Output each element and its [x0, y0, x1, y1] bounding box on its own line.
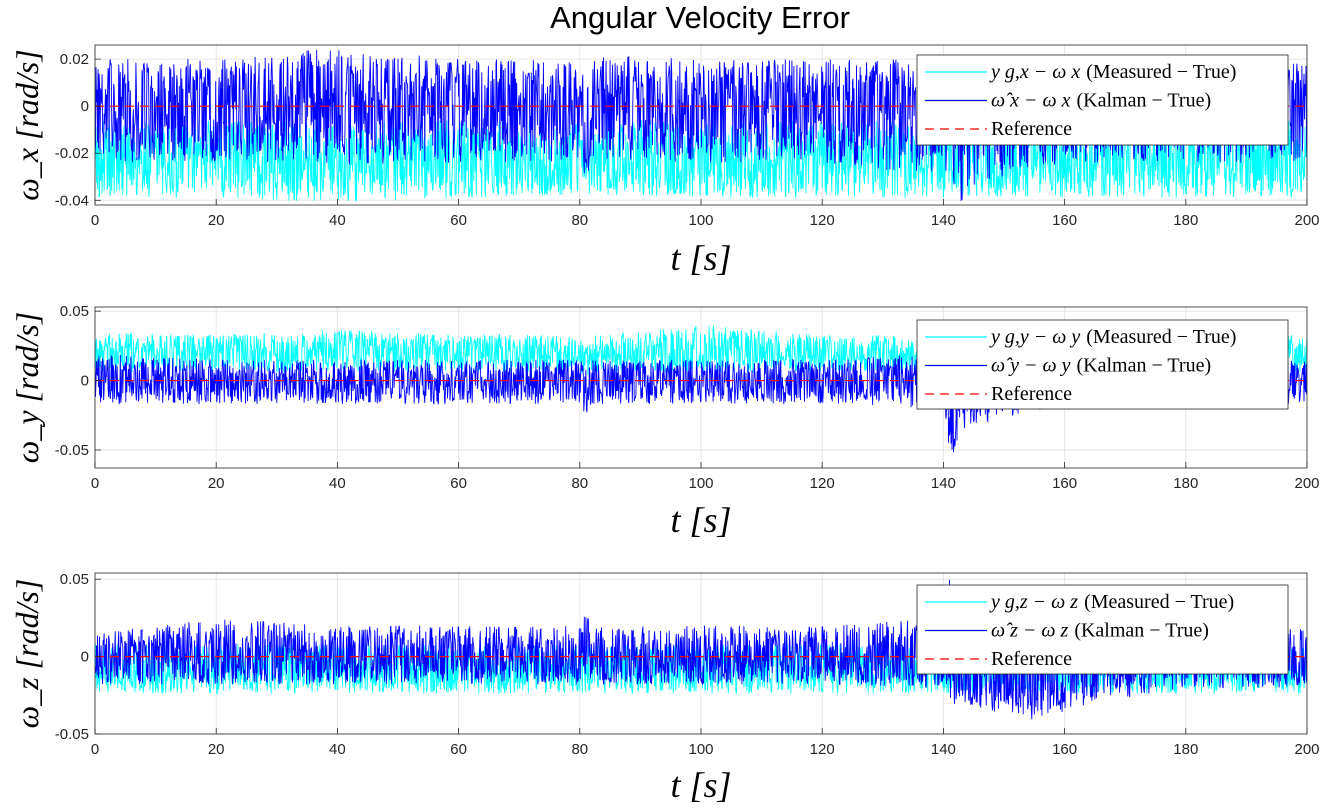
y-tick-label: -0.05 [55, 442, 89, 459]
legend-label-1: y g,y − ω y (Measured − True) [989, 326, 1236, 348]
x-tick-label: 0 [91, 475, 99, 492]
legend-math: y g,y − ω y [989, 326, 1080, 348]
legend-label-3: Reference [991, 383, 1072, 405]
legend-desc: (Measured − True) [1086, 326, 1236, 348]
x-tick-label: 20 [208, 212, 225, 229]
legend-math: ω̂ y − ω y [991, 355, 1071, 377]
x-tick-label: 100 [688, 475, 713, 492]
legend-label-3: Reference [991, 648, 1072, 670]
legend-label-2: ω̂ z − ω z (Kalman − True) [991, 620, 1209, 642]
x-tick-label: 60 [450, 475, 467, 492]
x-tick-label: 20 [208, 475, 225, 492]
x-tick-label: 160 [1052, 741, 1077, 758]
legend-math: ω̂ z − ω z [991, 620, 1069, 642]
x-axis-label: t [s] [670, 500, 731, 540]
legend-math: y g,z − ω z [989, 591, 1078, 613]
x-tick-label: 200 [1294, 475, 1319, 492]
y-tick-label: -0.02 [55, 145, 89, 162]
x-tick-label: 100 [688, 212, 713, 229]
y-tick-label: 0 [81, 373, 89, 390]
x-axis-label: t [s] [670, 765, 731, 805]
subplots-container: 0 20 40 60 80 100 120 140 160 180 200-0.04-0.0200.… [9, 44, 1320, 805]
legend-math: ω̂ x − ω x [991, 90, 1071, 112]
y-tick-label: 0.05 [60, 571, 89, 588]
legend-desc: (Kalman − True) [1074, 620, 1209, 642]
legend-desc: (Kalman − True) [1077, 355, 1212, 377]
y-axis-label: ω_z [rad/s] [9, 579, 45, 729]
y-axis-label: ω_y [rad/s] [9, 312, 45, 464]
legend: y g,x − ω x (Measured − True) ω̂ x − ω x (K… [916, 54, 1289, 146]
legend-math: y g,x − ω x [989, 61, 1080, 83]
y-tick-label: 0.02 [60, 51, 89, 68]
x-tick-label: 100 [688, 741, 713, 758]
x-tick-label: 0 [91, 212, 99, 229]
x-tick-label: 120 [810, 212, 835, 229]
x-tick-label: 0 [91, 741, 99, 758]
x-tick-label: 80 [571, 475, 588, 492]
x-tick-label: 200 [1294, 212, 1319, 229]
x-tick-label: 80 [571, 741, 588, 758]
legend: y g,z − ω z (Measured − True) ω̂ z − ω z (K… [916, 584, 1289, 675]
subplot-1: 0 20 40 60 80 100 120 140 160 180 200 -0.04 -0.02 0 0.… [9, 44, 1320, 278]
legend: y g,y − ω y (Measured − True) ω̂ y − ω y (K… [916, 319, 1289, 410]
legend-desc: (Measured − True) [1086, 61, 1236, 83]
x-tick-label: 20 [208, 741, 225, 758]
y-tick-label: 0 [81, 649, 89, 666]
figure-title: Angular Velocity Error [550, 0, 850, 35]
y-tick-label: 0.05 [60, 303, 89, 320]
y-axis-label: ω_x [rad/s] [9, 49, 45, 201]
x-tick-label: 200 [1294, 741, 1319, 758]
x-tick-label: 120 [810, 741, 835, 758]
x-tick-label: 40 [329, 475, 346, 492]
x-tick-label: 120 [810, 475, 835, 492]
x-tick-label: 140 [931, 741, 956, 758]
x-tick-label: 180 [1173, 212, 1198, 229]
legend-label-3: Reference [991, 118, 1072, 140]
x-tick-label: 140 [931, 212, 956, 229]
legend-desc: (Kalman − True) [1077, 90, 1212, 112]
x-tick-label: 140 [931, 475, 956, 492]
x-tick-label: 60 [450, 212, 467, 229]
y-tick-label: -0.04 [55, 192, 89, 209]
x-tick-label: 40 [329, 212, 346, 229]
y-tick-label: -0.05 [55, 726, 89, 743]
x-tick-label: 160 [1052, 475, 1077, 492]
legend-label-1: y g,x − ω x (Measured − True) [989, 61, 1236, 83]
legend-label-2: ω̂ x − ω x (Kalman − True) [991, 90, 1211, 112]
x-tick-label: 180 [1173, 475, 1198, 492]
x-tick-label: 180 [1173, 741, 1198, 758]
x-tick-label: 60 [450, 741, 467, 758]
x-tick-label: 160 [1052, 212, 1077, 229]
x-tick-label: 80 [571, 212, 588, 229]
legend-desc: (Measured − True) [1084, 591, 1234, 613]
legend-label-2: ω̂ y − ω y (Kalman − True) [991, 355, 1211, 377]
x-axis-label: t [s] [670, 238, 731, 278]
y-tick-label: 0 [81, 98, 89, 115]
x-tick-label: 40 [329, 741, 346, 758]
legend-label-1: y g,z − ω z (Measured − True) [989, 591, 1234, 613]
